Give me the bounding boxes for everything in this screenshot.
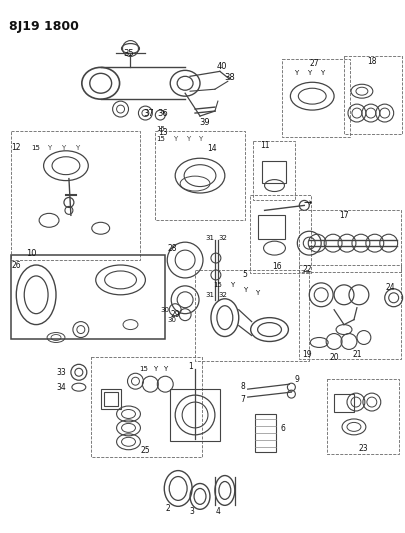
Text: 8J19 1800: 8J19 1800 [9,20,79,33]
Text: Y: Y [320,70,324,76]
Text: 7: 7 [240,394,245,403]
Text: Y: Y [153,366,158,372]
Text: 15: 15 [32,145,40,151]
Bar [170,389,220,441]
Bar [253,141,295,200]
Bar [104,392,117,406]
Text: 31: 31 [205,235,215,241]
Text: 19: 19 [303,350,312,359]
Text: 8: 8 [240,382,245,391]
Text: Y: Y [243,287,247,293]
Text: 39: 39 [200,118,210,127]
Bar [299,211,401,272]
Bar [195,270,309,361]
Text: 1: 1 [188,362,192,371]
Text: 30: 30 [161,306,170,313]
Text: 40: 40 [217,62,227,71]
Text: Y: Y [307,70,311,76]
Bar [282,60,350,137]
Text: Y: Y [294,70,298,76]
Text: 37: 37 [143,109,154,118]
Bar [299,265,401,359]
Text: Y: Y [186,136,190,142]
Text: 21: 21 [352,350,362,359]
Text: 24: 24 [386,284,396,293]
Text: 20: 20 [329,353,339,362]
Text: Y: Y [198,136,202,142]
Bar [11,131,141,260]
Text: 12: 12 [11,143,21,152]
Bar [334,394,354,412]
Bar [262,161,286,183]
Text: Y: Y [61,145,65,151]
Bar [258,215,286,239]
Text: 2: 2 [166,504,171,513]
Text: 25: 25 [141,446,150,455]
Text: 26: 26 [11,261,21,270]
Text: 34: 34 [56,383,66,392]
Text: 16: 16 [273,262,282,271]
Text: 29: 29 [171,310,180,319]
Text: 38: 38 [224,73,235,82]
Text: 14: 14 [207,144,217,154]
Text: 35: 35 [123,49,134,58]
Text: 13: 13 [158,128,168,138]
Text: 32: 32 [218,235,227,241]
Text: 15: 15 [213,282,222,288]
Text: 18: 18 [367,57,377,66]
Text: 17: 17 [339,211,349,220]
Text: 27: 27 [309,59,319,68]
Bar [327,379,399,454]
Bar [91,357,202,457]
Text: 4: 4 [215,507,220,516]
Text: 11: 11 [260,141,269,150]
Text: 28: 28 [167,244,177,253]
Text: Y: Y [75,145,79,151]
Bar [344,56,402,134]
Text: Y: Y [173,136,177,142]
Text: 32: 32 [218,292,227,298]
Text: 15: 15 [139,366,148,372]
Text: 22: 22 [303,265,312,274]
Bar [101,389,121,409]
Text: 3: 3 [190,507,194,516]
Text: 30: 30 [168,317,177,322]
Text: 33: 33 [56,368,66,377]
Text: Y: Y [47,145,51,151]
Text: 5: 5 [242,270,247,279]
Text: 10: 10 [26,248,36,257]
Bar [156,131,245,220]
Text: 23: 23 [358,444,368,453]
Text: →: → [303,198,311,208]
Text: Y: Y [230,282,234,288]
Text: Y: Y [256,290,260,296]
Text: 31: 31 [205,292,215,298]
Bar [249,196,311,273]
Text: 15: 15 [156,126,165,132]
Bar [11,255,165,340]
Text: 9: 9 [295,375,300,384]
Bar [255,414,277,452]
Text: 15: 15 [156,136,165,142]
Text: Y: Y [163,366,167,372]
Text: 6: 6 [280,424,285,433]
Text: 36: 36 [157,109,168,118]
